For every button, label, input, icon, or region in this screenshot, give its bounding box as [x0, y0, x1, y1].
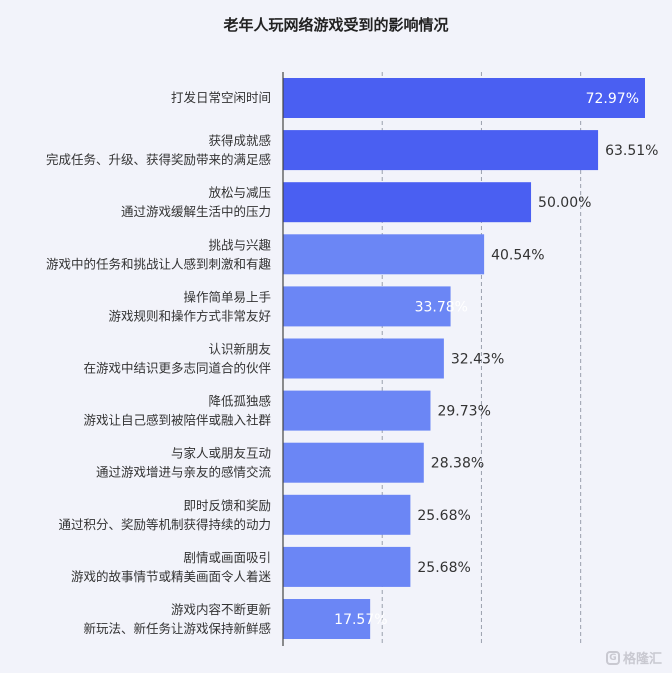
watermark-logo-icon: G [605, 650, 620, 665]
bar [283, 182, 532, 223]
category-label: 通过积分、奖励等机制获得持续的动力 [58, 517, 271, 532]
category-label: 游戏让自己感到被陪伴或融入社群 [83, 413, 271, 428]
bar [283, 338, 444, 379]
data-label: 17.57% [334, 612, 387, 628]
category-label: 与家人或朋友互动 [171, 446, 271, 461]
data-label: 33.78% [415, 299, 468, 315]
category-label: 游戏的故事情节或精美画面令人着迷 [71, 569, 272, 584]
category-label: 即时反馈和奖励 [183, 498, 271, 513]
watermark: G 格隆汇 [605, 648, 662, 667]
data-label: 72.97% [586, 91, 639, 107]
watermark-text: 格隆汇 [622, 652, 662, 667]
category-label: 认识新朋友 [208, 342, 271, 357]
category-label: 剧情或画面吸引 [183, 550, 271, 565]
category-label: 通过游戏缓解生活中的压力 [121, 204, 271, 219]
bar [283, 442, 424, 483]
bar [283, 78, 645, 118]
category-label: 游戏内容不断更新 [171, 602, 271, 617]
data-label: 28.38% [431, 456, 484, 472]
data-label: 32.43% [451, 352, 504, 368]
chart-title: 老年人玩网络游戏受到的影响情况 [223, 16, 449, 34]
category-label: 降低孤独感 [208, 394, 271, 409]
bar [283, 599, 371, 639]
bar [283, 494, 411, 535]
bar [283, 234, 485, 275]
category-label: 游戏中的任务和挑战让人感到刺激和有趣 [46, 256, 272, 271]
category-label: 打发日常空闲时间 [171, 90, 271, 105]
data-label: 25.68% [417, 508, 470, 524]
category-label: 放松与减压 [208, 185, 271, 200]
bar [283, 286, 451, 327]
data-label: 50.00% [538, 195, 591, 211]
bar [283, 130, 599, 171]
data-label: 25.68% [417, 560, 470, 576]
category-label: 通过游戏增进与亲友的感情交流 [96, 465, 272, 480]
category-label: 操作简单易上手 [183, 289, 271, 304]
category-label: 挑战与兴趣 [208, 237, 271, 252]
category-label: 游戏规则和操作方式非常友好 [108, 308, 271, 323]
data-label: 63.51% [605, 143, 658, 159]
bar [283, 546, 411, 587]
category-label: 获得成就感 [208, 133, 271, 148]
category-label: 新玩法、新任务让游戏保持新鲜感 [83, 621, 271, 636]
category-label: 完成任务、升级、获得奖励带来的满足感 [46, 152, 271, 167]
data-label: 29.73% [437, 404, 490, 420]
data-label: 40.54% [491, 247, 544, 263]
category-label: 在游戏中结识更多志同道合的伙伴 [83, 361, 271, 376]
bar [283, 390, 431, 431]
